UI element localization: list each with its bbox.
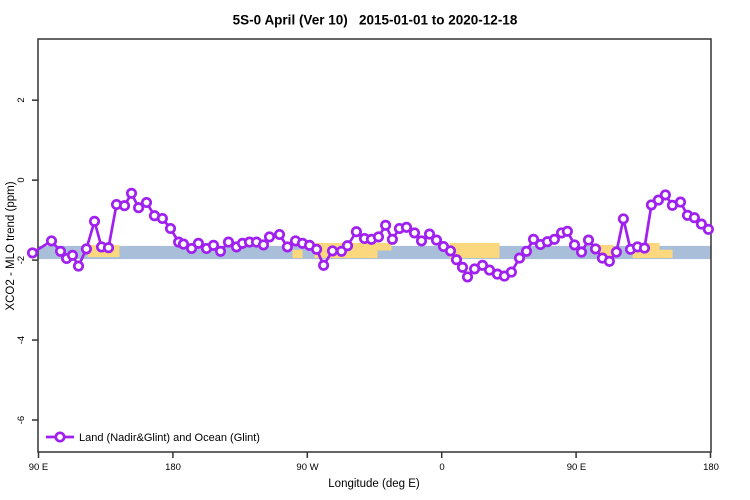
data-point bbox=[350, 226, 362, 238]
data-point bbox=[164, 222, 177, 235]
data-point bbox=[638, 242, 651, 254]
data-point bbox=[326, 245, 339, 257]
data-point bbox=[118, 200, 131, 212]
x-tick-label: 90 E bbox=[29, 462, 49, 473]
data-point bbox=[568, 239, 581, 251]
y-tick-label: -2 bbox=[16, 256, 27, 264]
land-segment bbox=[659, 249, 673, 259]
data-point bbox=[456, 261, 469, 273]
data-point bbox=[72, 260, 85, 272]
chart-title: 5S-0 April (Ver 10) 2015-01-01 to 2020-1… bbox=[232, 12, 518, 28]
land-segment bbox=[449, 242, 500, 259]
data-point bbox=[450, 254, 463, 266]
data-point bbox=[177, 238, 190, 250]
y-axis-title: XCO2 - MLO trend (ppm) bbox=[5, 181, 17, 311]
x-tick-label: 0 bbox=[439, 462, 444, 473]
data-point bbox=[26, 247, 39, 259]
data-point bbox=[527, 233, 540, 245]
data-point bbox=[88, 215, 101, 227]
x-tick-label: 90 E bbox=[567, 462, 587, 473]
data-point bbox=[674, 196, 687, 208]
data-point bbox=[400, 221, 413, 233]
data-point bbox=[318, 259, 330, 271]
data-point bbox=[610, 246, 622, 258]
x-axis-title: Longitude (deg E) bbox=[328, 478, 420, 490]
data-point bbox=[140, 196, 153, 209]
data-point bbox=[80, 243, 92, 255]
data-point bbox=[192, 237, 204, 249]
data-point bbox=[575, 246, 588, 258]
x-tick-label: 180 bbox=[703, 462, 719, 473]
data-point bbox=[311, 243, 323, 255]
data-point bbox=[380, 219, 392, 231]
data-point bbox=[461, 271, 474, 283]
data-point bbox=[54, 245, 67, 257]
data-point bbox=[222, 236, 235, 248]
data-point bbox=[652, 194, 664, 206]
data-point bbox=[603, 255, 615, 267]
data-point bbox=[156, 212, 168, 225]
data-point bbox=[341, 240, 354, 252]
data-point bbox=[589, 243, 602, 255]
data-point bbox=[125, 187, 138, 199]
plot-box bbox=[37, 38, 712, 453]
data-point bbox=[133, 202, 145, 214]
data-point bbox=[372, 231, 385, 243]
data-point bbox=[273, 228, 286, 241]
data-point bbox=[214, 245, 227, 257]
data-point bbox=[263, 231, 276, 243]
data-point bbox=[582, 234, 595, 246]
legend-point bbox=[54, 431, 66, 443]
data-point bbox=[423, 228, 436, 240]
data-point bbox=[444, 245, 457, 257]
data-point bbox=[617, 213, 629, 225]
data-point bbox=[257, 239, 270, 251]
data-point bbox=[645, 199, 657, 211]
data-point bbox=[548, 233, 560, 245]
data-point bbox=[45, 235, 58, 247]
data-series bbox=[26, 187, 714, 283]
data-point bbox=[659, 189, 671, 201]
legend-marker bbox=[46, 431, 74, 443]
data-point bbox=[695, 218, 707, 230]
data-point bbox=[408, 227, 421, 239]
data-point bbox=[688, 212, 700, 224]
y-tick-label: -6 bbox=[16, 416, 27, 424]
data-point bbox=[430, 234, 443, 246]
x-tick-label: 180 bbox=[165, 462, 181, 473]
data-point bbox=[281, 241, 293, 253]
y-tick-label: -4 bbox=[16, 336, 27, 344]
data-point bbox=[186, 242, 198, 255]
data-point bbox=[415, 235, 428, 247]
data-point bbox=[702, 223, 714, 235]
data-point bbox=[207, 239, 220, 251]
y-tick-label: 0 bbox=[16, 177, 27, 182]
x-tick-label: 90 W bbox=[296, 462, 318, 473]
legend-label: Land (Nadir&Glint) and Ocean (Glint) bbox=[79, 432, 260, 444]
data-point bbox=[386, 233, 398, 245]
data-point bbox=[102, 242, 115, 254]
data-point bbox=[505, 266, 517, 278]
data-point bbox=[513, 252, 526, 264]
y-tick-label: 2 bbox=[16, 97, 27, 102]
plot-frame bbox=[32, 38, 712, 458]
data-point bbox=[476, 259, 489, 271]
land-segment bbox=[292, 249, 303, 259]
data-point bbox=[561, 225, 573, 237]
land-segment bbox=[377, 242, 392, 251]
data-point bbox=[520, 245, 533, 257]
data-point bbox=[66, 249, 79, 261]
